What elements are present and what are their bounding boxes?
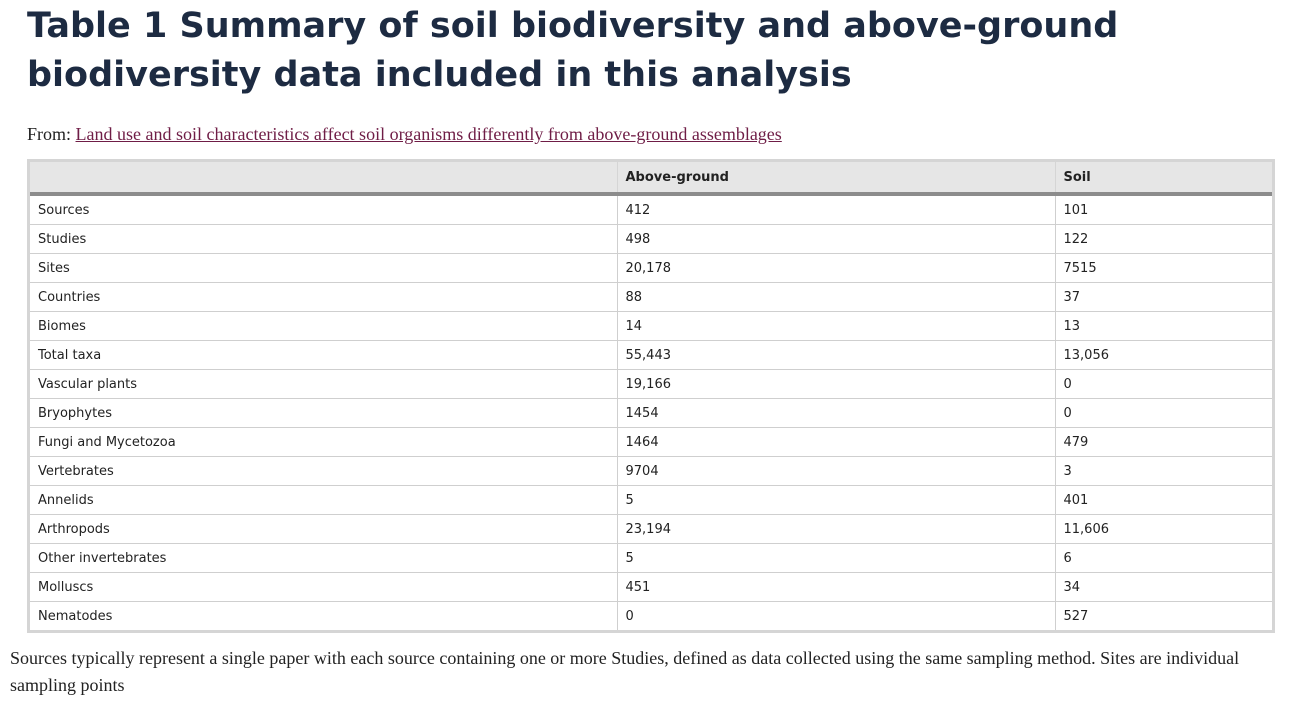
row-label-cell: Countries [30,282,618,312]
above-ground-cell: 55,443 [617,340,1056,370]
table-row: Bryophytes 1454 0 [30,398,1272,428]
above-ground-cell: 5 [617,485,1056,515]
soil-cell: 11,606 [1055,514,1272,544]
soil-cell: 401 [1055,485,1272,515]
soil-cell: 479 [1055,427,1272,457]
page-title: Table 1 Summary of soil biodiversity and… [27,6,1119,95]
header-cell-above-ground: Above-ground [617,162,1056,196]
row-label-cell: Total taxa [30,340,618,370]
table-row: Sources 412 101 [30,194,1272,225]
above-ground-cell: 498 [617,224,1056,254]
table-row: Vascular plants 19,166 0 [30,369,1272,399]
above-ground-cell: 451 [617,572,1056,602]
source-article-link[interactable]: Land use and soil characteristics affect… [75,124,782,144]
summary-table: Above-ground Soil Sources 412 101 Studies 49… [30,162,1272,630]
above-ground-cell: 9704 [617,456,1056,486]
above-ground-cell: 5 [617,543,1056,573]
soil-cell: 527 [1063,608,1089,624]
soil-cell: 0 [1055,369,1272,399]
table-row: Countries 88 37 [30,282,1272,312]
soil-cell: 122 [1055,224,1272,254]
above-ground-cell: 0 [617,601,1056,630]
soil-cell: 0 [1055,398,1272,428]
row-label-cell: Molluscs [30,572,618,602]
table-row: Biomes 14 13 [30,311,1272,341]
soil-cell: 13,056 [1055,340,1272,370]
table-row: Total taxa 55,443 13,056 [30,340,1272,370]
table-body: Sources 412 101 Studies 498 122 Sites 20,178 751… [30,194,1272,630]
table-row: Arthropods 23,194 11,606 [30,514,1272,544]
soil-cell: 37 [1055,282,1272,312]
above-ground-cell: 1454 [617,398,1056,428]
soil-cell: 101 [1055,194,1272,225]
above-ground-cell: 88 [617,282,1056,312]
above-ground-cell: 20,178 [617,253,1056,283]
row-label-cell: Biomes [30,311,618,341]
table-row: Nematodes 0 527 [30,601,1272,630]
above-ground-cell: 412 [617,194,1056,225]
data-table-container: Above-ground Soil Sources 412 101 Studies 49… [27,159,1275,633]
article-page: Table 1 Summary of soil biodiversity and… [27,0,1275,633]
above-ground-cell: 19,166 [617,369,1056,399]
row-label-cell: Vertebrates [30,456,618,486]
table-row: Molluscs 451 34 [30,572,1272,602]
above-ground-cell: 1464 [617,427,1056,457]
soil-cell: 7515 [1055,253,1272,283]
table-row: Studies 498 122 [30,224,1272,254]
soil-cell: 3 [1055,456,1272,486]
table-row: Vertebrates 9704 3 [30,456,1272,486]
row-label-cell: Sources [30,194,618,225]
table-header-row: Above-ground Soil [30,162,1272,196]
table-footnote: Sources typically represent a single pap… [10,648,1240,695]
table-row: Sites 20,178 7515 [30,253,1272,283]
from-line: From: Land use and soil characteristics … [27,122,1275,146]
row-label-cell: Bryophytes [30,398,618,428]
row-label-cell: Studies [30,224,618,254]
row-label-cell: Annelids [30,485,618,515]
row-label-cell: Sites [30,253,618,283]
table-row: Other invertebrates 5 6 [30,543,1272,573]
table-row: Fungi and Mycetozoa 1464 479 [30,427,1272,457]
soil-cell: 13 [1055,311,1272,341]
from-prefix: From: [27,124,72,144]
header-cell-label [30,162,618,196]
table-header: Above-ground Soil [30,162,1272,196]
row-label-cell: Nematodes [30,601,618,630]
row-label-cell: Arthropods [30,514,618,544]
above-ground-cell: 14 [617,311,1056,341]
row-label-cell: Other invertebrates [30,543,618,573]
above-ground-cell: 23,194 [617,514,1056,544]
row-label-cell: Fungi and Mycetozoa [30,427,618,457]
row-label-cell: Vascular plants [30,369,618,399]
table-row: Annelids 5 401 [30,485,1272,515]
header-cell-soil: Soil [1055,162,1272,196]
soil-cell: 34 [1055,572,1272,602]
soil-cell: 6 [1055,543,1272,573]
